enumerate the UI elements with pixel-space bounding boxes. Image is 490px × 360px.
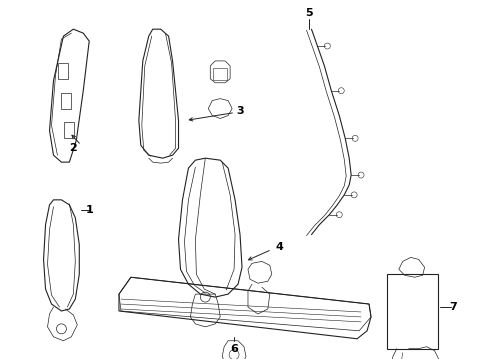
Text: 6: 6 bbox=[230, 344, 238, 354]
Bar bbox=[58, 63, 69, 79]
Bar bbox=[387, 274, 439, 349]
Text: 5: 5 bbox=[306, 8, 313, 18]
Text: 7: 7 bbox=[449, 302, 457, 312]
Text: 4: 4 bbox=[276, 243, 284, 252]
Bar bbox=[213, 68, 227, 80]
Text: 2: 2 bbox=[70, 143, 77, 153]
Bar bbox=[64, 122, 74, 138]
Text: 3: 3 bbox=[236, 105, 244, 116]
Text: 1: 1 bbox=[85, 205, 93, 215]
Bar bbox=[61, 93, 72, 109]
